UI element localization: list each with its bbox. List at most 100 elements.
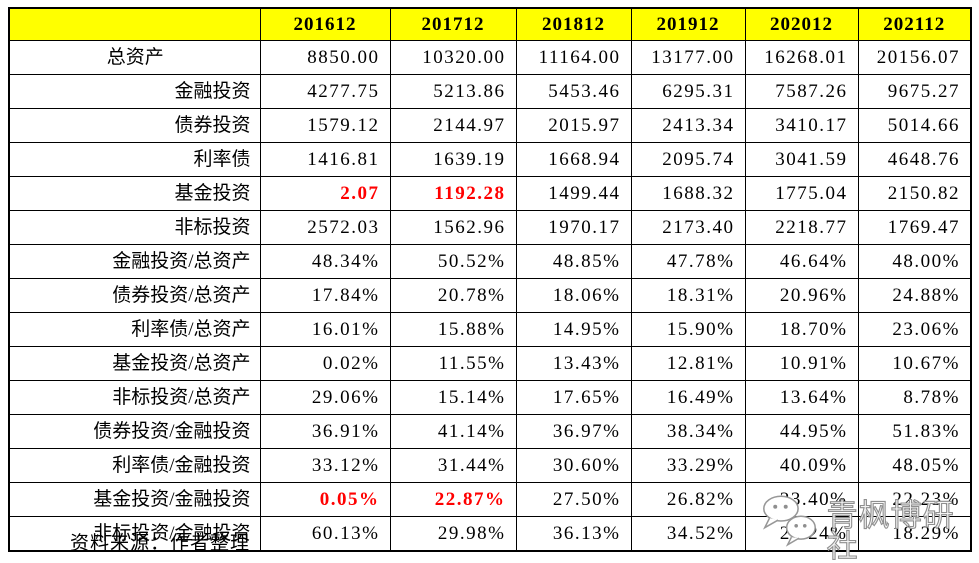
value-cell: 50.52%: [389, 244, 517, 279]
row-label: 非标投资: [8, 210, 261, 245]
value-cell: 18.70%: [744, 312, 859, 347]
row-label: 债券投资/金融投资: [8, 414, 261, 449]
value-cell: 1769.47: [857, 210, 972, 245]
value-cell: 20.78%: [389, 278, 517, 313]
value-cell: 34.52%: [630, 516, 746, 552]
value-cell: 48.00%: [857, 244, 972, 279]
value-cell: 4277.75: [259, 74, 391, 109]
value-cell: 60.13%: [259, 516, 391, 552]
value-cell: 29.06%: [259, 380, 391, 415]
value-cell: 17.65%: [515, 380, 632, 415]
value-cell: 1562.96: [389, 210, 517, 245]
value-cell: 2015.97: [515, 108, 632, 143]
value-cell: 8.78%: [857, 380, 972, 415]
row-label: 债券投资/总资产: [8, 278, 261, 313]
row-label: 利率债/金融投资: [8, 448, 261, 483]
corner-cell: [8, 7, 261, 41]
value-cell: 2144.97: [389, 108, 517, 143]
value-cell: 27.50%: [515, 482, 632, 517]
value-cell: 18.31%: [630, 278, 746, 313]
table-row: 金融投资/总资产 48.34% 50.52% 48.85% 47.78% 46.64% 48…: [8, 244, 972, 279]
year-column-header: 202012: [744, 7, 859, 41]
table-row: 基金投资/金融投资 0.05% 22.87% 27.50% 26.82% 23.40% 22…: [8, 482, 972, 517]
value-cell: 41.14%: [389, 414, 517, 449]
value-cell: 5014.66: [857, 108, 972, 143]
value-cell: 15.88%: [389, 312, 517, 347]
value-cell: 1192.28: [389, 176, 517, 211]
value-cell: 10.91%: [744, 346, 859, 381]
value-cell: 16.01%: [259, 312, 391, 347]
table-row: 基金投资 2.07 1192.28 1499.44 1688.32 1775.04 2150…: [8, 176, 972, 211]
value-cell: 36.91%: [259, 414, 391, 449]
year-column-header: 202112: [857, 7, 972, 41]
value-cell: 22.87%: [389, 482, 517, 517]
table-row: 金融投资 4277.75 5213.86 5453.46 6295.31 7587.26 9…: [8, 74, 972, 109]
value-cell: 2095.74: [630, 142, 746, 177]
table-row: 债券投资 1579.12 2144.97 2015.97 2413.34 3410.17 5…: [8, 108, 972, 143]
value-cell: 1639.19: [389, 142, 517, 177]
value-cell: 15.14%: [389, 380, 517, 415]
value-cell: 6295.31: [630, 74, 746, 109]
source-note: 资料来源：作者整理: [70, 533, 251, 554]
row-label: 金融投资/总资产: [8, 244, 261, 279]
table-header-row: 201612 201712 201812 201912 202012 202112: [8, 7, 972, 41]
value-cell: 2572.03: [259, 210, 391, 245]
value-cell: 2.07: [259, 176, 391, 211]
value-cell: 0.05%: [259, 482, 391, 517]
value-cell: 1970.17: [515, 210, 632, 245]
value-cell: 16268.01: [744, 40, 859, 75]
value-cell: 1668.94: [515, 142, 632, 177]
row-label: 利率债: [8, 142, 261, 177]
value-cell: 13.64%: [744, 380, 859, 415]
row-label: 总资产: [8, 40, 261, 75]
row-label: 基金投资: [8, 176, 261, 211]
value-cell: 9675.27: [857, 74, 972, 109]
year-column-header: 201712: [389, 7, 517, 41]
value-cell: 36.13%: [515, 516, 632, 552]
value-cell: 48.34%: [259, 244, 391, 279]
year-column-header: 201812: [515, 7, 632, 41]
value-cell: 0.02%: [259, 346, 391, 381]
table-row: 总资产 8850.00 10320.00 11164.00 13177.00 16268.…: [8, 40, 972, 75]
table-row: 非标投资/总资产 29.06% 15.14% 17.65% 16.49% 13.64% 8.…: [8, 380, 972, 415]
table-row: 基金投资/总资产 0.02% 11.55% 13.43% 12.81% 10.91% 10.…: [8, 346, 972, 381]
value-cell: 22.23%: [857, 482, 972, 517]
value-cell: 2173.40: [630, 210, 746, 245]
value-cell: 8850.00: [259, 40, 391, 75]
value-cell: 38.34%: [630, 414, 746, 449]
table-body: 总资产 8850.00 10320.00 11164.00 13177.00 16268.…: [8, 40, 972, 552]
value-cell: 7587.26: [744, 74, 859, 109]
value-cell: 48.05%: [857, 448, 972, 483]
value-cell: 2413.34: [630, 108, 746, 143]
row-label: 利率债/总资产: [8, 312, 261, 347]
watermark: 青枫博研社: [760, 492, 979, 563]
value-cell: 46.64%: [744, 244, 859, 279]
row-label: 债券投资: [8, 108, 261, 143]
value-cell: 5213.86: [389, 74, 517, 109]
row-label: 金融投资: [8, 74, 261, 109]
value-cell: 47.78%: [630, 244, 746, 279]
value-cell: 2218.77: [744, 210, 859, 245]
value-cell: 51.83%: [857, 414, 972, 449]
value-cell: 11164.00: [515, 40, 632, 75]
row-label: 非标投资/总资产: [8, 380, 261, 415]
value-cell: 18.29%: [857, 516, 972, 552]
value-cell: 18.06%: [515, 278, 632, 313]
year-column-header: 201612: [259, 7, 391, 41]
value-cell: 33.12%: [259, 448, 391, 483]
value-cell: 26.82%: [630, 482, 746, 517]
value-cell: 31.44%: [389, 448, 517, 483]
value-cell: 24.88%: [857, 278, 972, 313]
value-cell: 29.98%: [389, 516, 517, 552]
wechat-chat-bubbles-icon: [762, 495, 816, 547]
value-cell: 4648.76: [857, 142, 972, 177]
row-label: 非标投资/金融投资: [8, 516, 261, 552]
row-label: 基金投资/总资产: [8, 346, 261, 381]
value-cell: 1416.81: [259, 142, 391, 177]
value-cell: 3410.17: [744, 108, 859, 143]
value-cell: 12.81%: [630, 346, 746, 381]
value-cell: 5453.46: [515, 74, 632, 109]
value-cell: 2150.82: [857, 176, 972, 211]
value-cell: 36.97%: [515, 414, 632, 449]
watermark-text: 青枫博研社: [826, 498, 955, 563]
